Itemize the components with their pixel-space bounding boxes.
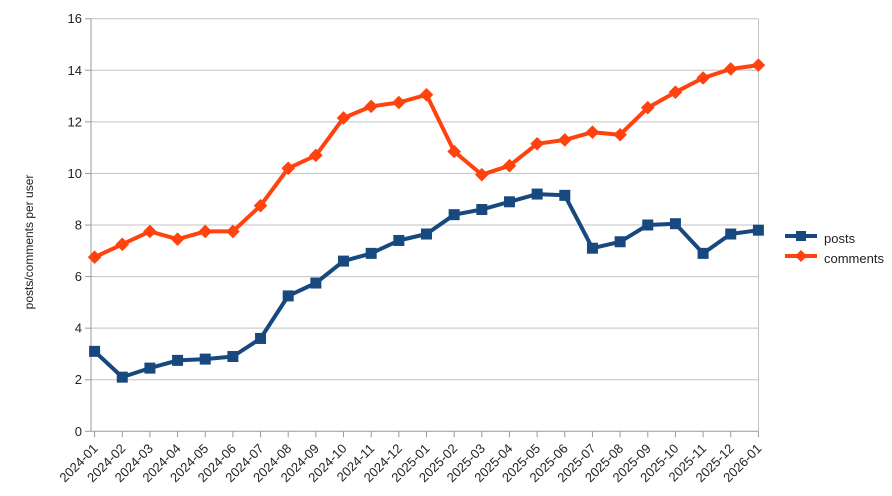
posts-marker	[227, 351, 239, 363]
comments-marker	[475, 167, 489, 182]
posts-swatch-icon	[785, 230, 817, 241]
posts-line	[93, 192, 759, 380]
legend-item-comments: comments	[784, 249, 884, 267]
comments-marker	[640, 100, 655, 115]
y-tick-label: 10	[68, 166, 82, 181]
posts-marker	[310, 277, 322, 289]
posts-marker	[476, 204, 488, 216]
comments-marker	[143, 224, 157, 239]
comments-marker	[502, 158, 517, 173]
comments-marker	[696, 71, 710, 85]
comments-marker	[309, 148, 323, 163]
comments-marker	[170, 232, 185, 246]
comments-marker	[364, 99, 378, 114]
y-tick-label: 0	[75, 424, 82, 439]
posts-marker	[697, 247, 709, 259]
legend-item-posts: posts	[784, 229, 884, 247]
posts-marker	[144, 362, 156, 374]
y-axis-title: posts/comments per user	[22, 174, 36, 310]
comments-marker	[530, 136, 544, 151]
comments-marker	[87, 250, 102, 265]
legend-label-posts: posts	[824, 230, 856, 246]
legend-label-comments: comments	[824, 250, 884, 266]
posts-swatch-marker	[796, 230, 806, 241]
comments-marker	[198, 224, 213, 239]
posts-marker	[255, 332, 267, 344]
posts-marker	[725, 228, 737, 240]
posts-marker	[172, 354, 184, 366]
y-tick-label: 14	[68, 63, 82, 78]
comments-marker	[419, 87, 434, 102]
series-posts	[89, 188, 764, 383]
comments-marker	[253, 198, 268, 213]
posts-marker	[559, 189, 571, 201]
posts-marker	[89, 345, 101, 357]
posts-marker	[448, 209, 460, 221]
comments-marker	[447, 144, 461, 159]
posts-marker	[614, 236, 626, 248]
y-tick-label: 6	[75, 269, 82, 284]
axes: 02468101214162024-012024-022024-032024-0…	[56, 11, 764, 485]
posts-marker	[338, 255, 350, 267]
comments-marker	[226, 224, 240, 239]
comments-marker	[392, 95, 406, 110]
posts-marker	[531, 188, 543, 200]
series-comments	[87, 58, 766, 265]
comments-marker	[723, 62, 738, 76]
comments-marker	[281, 161, 296, 176]
posts-marker	[752, 224, 764, 236]
posts-marker	[199, 353, 211, 365]
posts-marker	[365, 247, 377, 259]
posts-marker	[503, 196, 515, 208]
comments-marker	[613, 127, 627, 142]
posts-marker	[116, 371, 128, 383]
legend: posts comments	[784, 229, 884, 267]
posts-marker	[282, 290, 294, 302]
y-tick-label: 12	[68, 114, 82, 129]
posts-marker	[669, 218, 681, 230]
comments-marker	[751, 58, 766, 72]
comments-marker	[668, 85, 683, 99]
y-tick-label: 2	[75, 372, 82, 387]
comments-swatch-icon	[785, 249, 817, 262]
comments-line-marker-swatch	[784, 248, 818, 269]
comments-marker	[115, 237, 130, 252]
posts-marker	[421, 228, 432, 240]
y-tick-label: 8	[75, 218, 82, 233]
posts-marker	[393, 234, 405, 246]
y-tick-label: 4	[75, 321, 82, 336]
comments-marker	[557, 133, 572, 147]
comments-marker	[336, 111, 351, 125]
comments-swatch-marker	[795, 249, 807, 262]
posts-marker	[642, 219, 654, 231]
posts-marker	[586, 242, 598, 254]
posts-line-marker-swatch	[784, 228, 818, 249]
y-tick-label: 16	[68, 11, 82, 26]
comments-marker	[585, 125, 600, 139]
